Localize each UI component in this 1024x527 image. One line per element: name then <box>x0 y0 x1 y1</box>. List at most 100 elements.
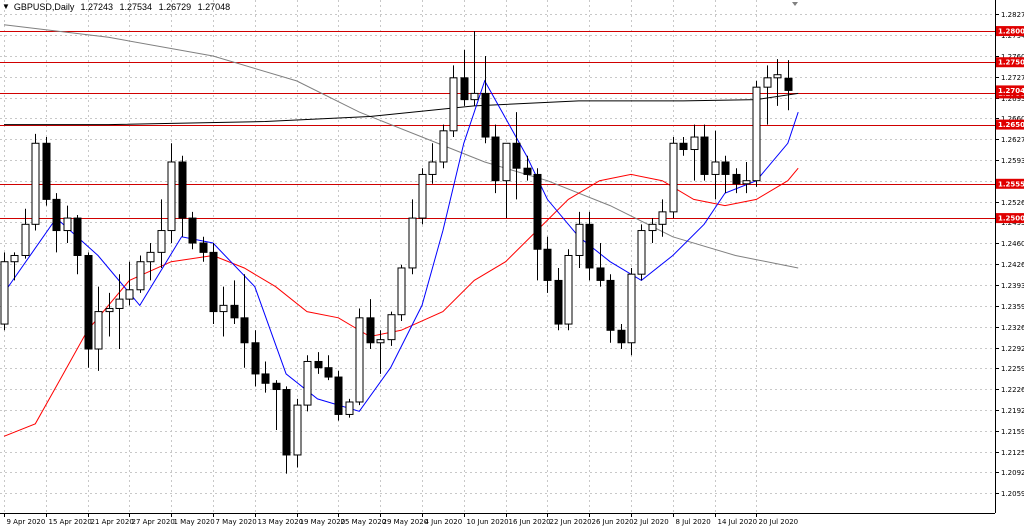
candle <box>418 168 427 225</box>
candle-body-bull <box>63 217 72 232</box>
candle <box>334 370 343 421</box>
price-tick-label: 1.28270 <box>1001 11 1024 19</box>
price-tick-label: 1.26930 <box>1001 95 1024 103</box>
price-tick-label: 1.22590 <box>1001 365 1024 373</box>
candle <box>637 224 646 281</box>
level-label-text: 1.26500 <box>998 121 1024 129</box>
candle <box>700 124 709 181</box>
collapse-triangle-icon[interactable]: ▼ <box>2 2 10 11</box>
candle-body-bear <box>334 376 343 415</box>
candle-body-bull <box>345 401 354 415</box>
candle <box>94 286 103 371</box>
price-tick-label: 1.22260 <box>1001 386 1024 394</box>
price-tick-label: 1.21590 <box>1001 428 1024 436</box>
plot-area <box>0 0 995 513</box>
candle <box>387 311 396 346</box>
price-axis: 1.282701.279401.276001.272701.269301.266… <box>995 11 1024 498</box>
candle <box>502 142 511 219</box>
time-tick-label: 8 Jul 2020 <box>676 518 711 526</box>
candle-body-bear <box>52 198 61 232</box>
candle-body-bear <box>533 173 542 250</box>
chart-title-bar: ▼ GBPUSD,Daily 1.27243 1.27534 1.26729 1… <box>2 1 234 13</box>
candle-body-bear <box>73 217 82 256</box>
candle-body-bull <box>449 77 458 132</box>
candle <box>690 124 699 181</box>
price-tick-label: 1.26270 <box>1001 136 1024 144</box>
candle-body-bear <box>679 142 688 151</box>
level-price-label: 1.25000 <box>996 213 1024 224</box>
candle <box>752 80 761 187</box>
time-tick-label: 9 Apr 2020 <box>7 518 46 526</box>
candle-body-bear <box>209 251 218 313</box>
candle-body-bear <box>42 142 51 200</box>
candle <box>21 208 30 259</box>
time-tick-label: 16 Jun 2020 <box>509 518 551 526</box>
candle <box>408 199 417 275</box>
candle <box>219 286 228 337</box>
moving-average-mid-line <box>3 167 799 437</box>
horizontal-levels <box>0 31 995 219</box>
price-tick-label: 1.26600 <box>1001 115 1024 123</box>
level-price-label: 1.27500 <box>996 57 1024 68</box>
price-tick-label: 1.22920 <box>1001 345 1024 353</box>
candle <box>773 59 782 106</box>
level-price-label: 1.26500 <box>996 119 1024 130</box>
candle <box>105 292 114 337</box>
candle <box>428 143 437 184</box>
candle <box>711 130 720 200</box>
candle <box>679 137 688 156</box>
candle <box>575 211 584 268</box>
candle <box>763 65 772 125</box>
candle-body-bull <box>658 211 667 225</box>
candle <box>178 155 187 237</box>
candle <box>512 112 521 200</box>
candle <box>157 199 166 268</box>
level-label-background <box>996 213 1024 224</box>
candle-body-bear <box>230 304 239 319</box>
candle <box>272 380 281 431</box>
candle-body-bull <box>763 77 772 88</box>
candle <box>230 280 239 325</box>
candle <box>617 324 626 349</box>
current-price-text: 1.27048 <box>998 87 1024 95</box>
candle <box>73 214 82 275</box>
candle-body-bull <box>564 254 573 325</box>
candle-body-bear <box>366 317 375 344</box>
candle <box>10 252 19 281</box>
candle-body-bull <box>711 161 720 175</box>
low-value: 1.26729 <box>158 2 192 12</box>
candle-body-bear <box>324 367 333 378</box>
candle-body-bull <box>690 136 699 151</box>
candle <box>449 65 458 138</box>
candle-body-bear <box>188 217 197 244</box>
candle-body-bull <box>21 223 30 256</box>
candle <box>648 218 657 244</box>
close-value: 1.27048 <box>197 2 231 12</box>
candle-body-bull <box>125 289 134 300</box>
candle <box>261 361 270 393</box>
candle-body-bear <box>314 360 323 369</box>
candle <box>188 211 197 250</box>
chart-shift-marker[interactable] <box>792 2 798 6</box>
candle <box>42 137 51 206</box>
price-tick-label: 1.21920 <box>1001 407 1024 415</box>
candle-body-bull <box>136 261 145 291</box>
level-label-background <box>996 178 1024 189</box>
candle-body-bull <box>397 267 406 316</box>
candle <box>240 274 249 368</box>
candle <box>397 264 406 321</box>
candle <box>324 355 333 381</box>
time-tick-label: 25 May 2020 <box>341 518 387 526</box>
candle-body-bear <box>240 317 249 344</box>
time-tick-label: 13 May 2020 <box>258 518 304 526</box>
candle-body-bull <box>94 311 103 350</box>
candle <box>0 252 9 331</box>
time-tick-label: 27 Apr 2020 <box>132 518 175 526</box>
price-tick-label: 1.25260 <box>1001 199 1024 207</box>
candle <box>533 168 542 281</box>
candle <box>439 124 448 169</box>
current-price-label: 1.27048 <box>996 85 1024 96</box>
candle-body-bull <box>105 307 114 313</box>
candle-body-bear <box>732 173 741 185</box>
